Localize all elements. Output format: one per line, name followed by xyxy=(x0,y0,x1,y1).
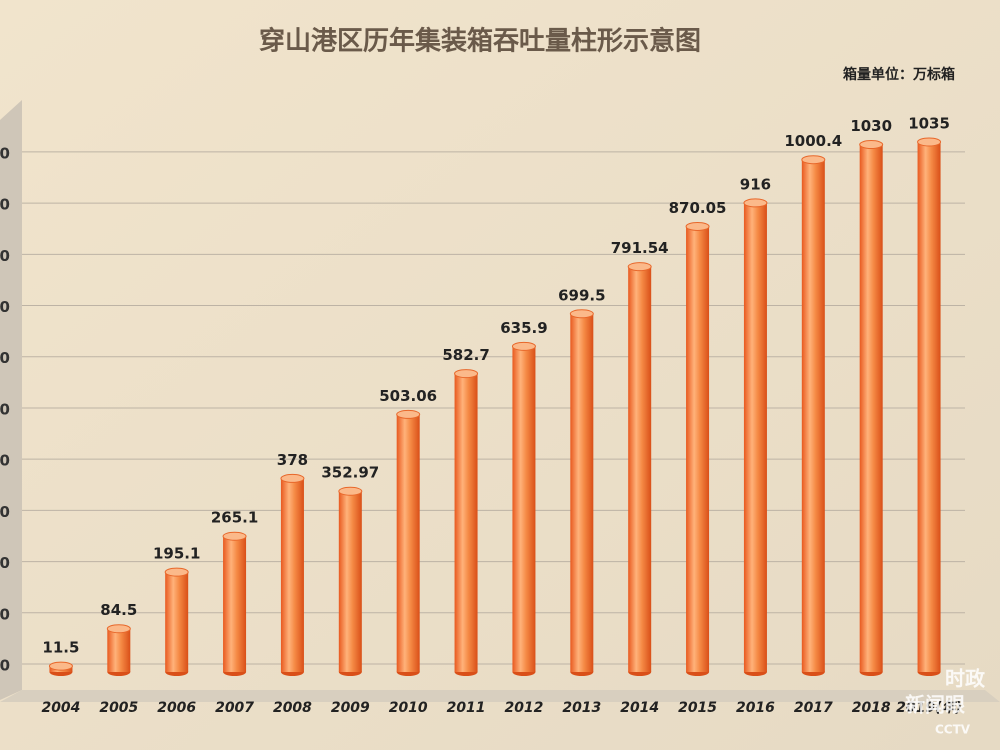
bar-top xyxy=(48,661,73,671)
x-tick-label: 2019(年) xyxy=(896,699,962,716)
bar-top xyxy=(627,262,652,272)
watermark: 时政 xyxy=(945,667,986,691)
value-label: 1000.4 xyxy=(784,132,842,150)
floor xyxy=(0,690,1000,702)
bar xyxy=(917,141,941,673)
bar-top xyxy=(743,198,768,208)
value-label: 916 xyxy=(740,175,771,193)
value-label: 582.7 xyxy=(442,346,489,364)
y-tick-label: 900 xyxy=(0,196,10,214)
x-tick-label: 2015 xyxy=(678,700,717,716)
bar-top xyxy=(106,624,131,634)
bar xyxy=(223,536,247,672)
x-tick-label: 2016 xyxy=(736,700,775,716)
value-label: 699.5 xyxy=(558,286,605,304)
y-tick-label: 800 xyxy=(0,247,10,265)
bars: 11.5 2004 84.5 2005 195.1 2006 265.1 2007 378 200… xyxy=(41,114,961,716)
y-tick-label: 400 xyxy=(0,452,10,470)
value-label: 378 xyxy=(277,451,308,469)
value-label: 1035 xyxy=(908,114,950,132)
y-tick-label: 500 xyxy=(0,400,10,418)
bar-top xyxy=(280,473,305,483)
y-tick-label: 1000 xyxy=(0,144,10,162)
bar xyxy=(454,373,478,672)
unit-label: 箱量单位：万标箱 xyxy=(843,66,955,83)
y-tick-label: 100 xyxy=(0,605,10,623)
bar-top xyxy=(859,140,884,150)
bar xyxy=(338,491,362,672)
value-label: 870.05 xyxy=(669,199,727,217)
x-tick-label: 2009 xyxy=(331,700,370,716)
y-tick-label: 0 xyxy=(0,657,10,675)
bar-top xyxy=(164,567,189,577)
value-label: 635.9 xyxy=(500,319,547,337)
value-label: 503.06 xyxy=(379,387,437,405)
value-label: 1030 xyxy=(850,117,892,135)
value-label: 265.1 xyxy=(211,509,258,527)
x-tick-label: 2011 xyxy=(447,700,486,716)
y-tick-label: 300 xyxy=(0,503,10,521)
bar xyxy=(628,266,652,672)
bar xyxy=(396,414,420,672)
bar xyxy=(743,202,767,672)
x-tick-label: 2004 xyxy=(41,700,80,716)
x-tick-label: 2017 xyxy=(794,700,833,716)
bar-top xyxy=(685,221,710,231)
bar-top xyxy=(511,341,536,351)
side-wall xyxy=(0,100,22,700)
bar-top xyxy=(396,409,421,419)
x-tick-label: 2005 xyxy=(99,700,138,716)
value-label: 352.97 xyxy=(321,464,379,482)
x-tick-label: 2018 xyxy=(852,700,891,716)
bar-top xyxy=(801,155,826,165)
x-tick-label: 2010 xyxy=(389,700,428,716)
watermark-brand: CCTV xyxy=(935,723,971,737)
y-tick-label: 700 xyxy=(0,298,10,316)
watermark: 新闻眼 xyxy=(905,693,965,717)
bar-top xyxy=(338,486,363,496)
x-tick-label: 2013 xyxy=(562,700,601,716)
x-tick-label: 2008 xyxy=(273,700,312,716)
bar xyxy=(859,144,883,672)
bar xyxy=(801,159,825,673)
x-tick-label: 2006 xyxy=(157,700,196,716)
bar xyxy=(165,572,189,672)
chart-title: 穿山港区历年集装箱吞吐量柱形示意图 xyxy=(259,26,701,57)
bar xyxy=(570,313,594,672)
x-tick-label: 2012 xyxy=(504,700,543,716)
value-label: 11.5 xyxy=(42,639,79,657)
value-label: 195.1 xyxy=(153,545,200,563)
bar-top xyxy=(569,309,594,319)
value-label: 84.5 xyxy=(100,601,137,619)
bar-top xyxy=(454,369,479,379)
value-label: 791.54 xyxy=(611,239,669,257)
bar xyxy=(107,628,131,672)
y-tick-label: 600 xyxy=(0,349,10,367)
bar xyxy=(686,226,710,672)
bar xyxy=(512,346,536,672)
bar-top xyxy=(222,531,247,541)
bar xyxy=(280,478,304,672)
x-tick-label: 2007 xyxy=(215,700,254,716)
x-tick-label: 2014 xyxy=(620,700,659,716)
y-tick-label: 200 xyxy=(0,554,10,572)
bar-top xyxy=(917,137,942,147)
